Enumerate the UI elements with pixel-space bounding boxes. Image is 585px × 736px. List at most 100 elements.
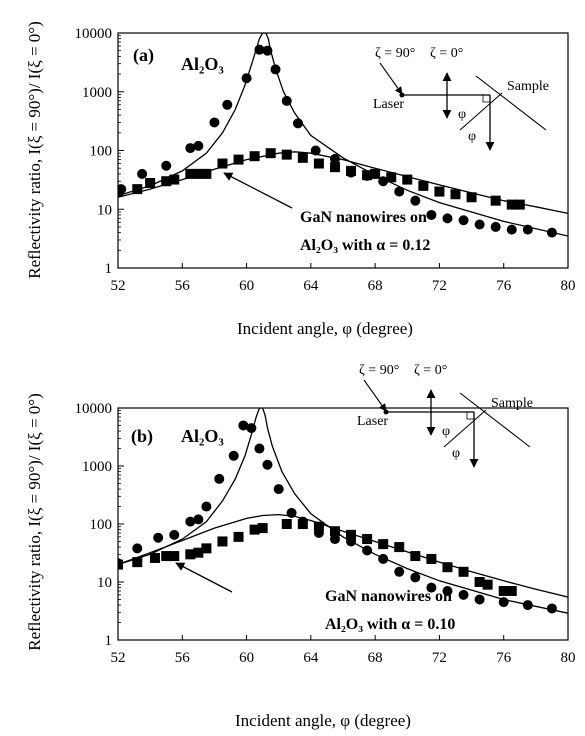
sample-label: Sample <box>491 396 533 411</box>
x-tick-label: 64 <box>303 278 319 294</box>
data-point-square <box>418 180 429 191</box>
data-point-square <box>466 192 477 203</box>
data-point-circle <box>201 501 212 512</box>
surface-normal <box>443 409 487 448</box>
y-tick-label: 1000 <box>82 85 112 101</box>
data-point-circle <box>546 603 557 614</box>
data-point-circle <box>293 118 303 129</box>
phi-label: φ <box>442 424 450 439</box>
fit-curve-2 <box>118 513 568 598</box>
panel-label: (b) <box>131 426 153 447</box>
data-point-square <box>132 184 143 195</box>
data-point-circle <box>193 514 204 525</box>
y-tick-label: 100 <box>90 144 113 160</box>
setup-schematic: ζ = 90° ζ = 0° Laser Sample φφ <box>373 46 549 151</box>
data-point-square <box>370 168 381 179</box>
data-point-square <box>193 168 204 179</box>
data-point-square <box>249 524 260 535</box>
data-point-circle <box>238 420 249 431</box>
data-point-square <box>249 151 260 162</box>
data-point-circle <box>281 95 292 106</box>
data-point-square <box>281 149 292 160</box>
data-point-circle <box>362 545 373 556</box>
data-point-square <box>297 152 308 163</box>
data-point-circle <box>273 484 284 495</box>
data-point-square <box>402 174 413 185</box>
data-point-square <box>482 579 493 590</box>
data-point-circle <box>329 153 340 164</box>
data-point-square <box>118 186 123 197</box>
data-point-square <box>201 543 212 554</box>
right-angle-marker <box>466 411 475 420</box>
data-point-square <box>257 523 268 534</box>
x-tick-label: 56 <box>175 278 191 294</box>
x-tick-label: 60 <box>239 278 254 294</box>
data-point-square <box>506 199 517 210</box>
data-point-circle <box>262 45 273 56</box>
nanowire-label-line1: GaN nanowires on <box>300 209 427 226</box>
data-point-square <box>149 552 160 563</box>
right-angle-marker <box>482 94 491 103</box>
y-tick-label: 1 <box>105 261 113 277</box>
data-point-circle <box>222 99 233 110</box>
xi-90-label: ζ = 90° <box>375 46 415 61</box>
data-point-circle <box>254 44 265 55</box>
x-tick-label: 60 <box>239 650 254 666</box>
data-point-circle <box>246 423 257 434</box>
data-point-circle <box>474 219 485 230</box>
y-tick-label: 10000 <box>75 401 113 417</box>
nanowire-pointer-arrow <box>223 172 293 209</box>
y-tick-label: 1 <box>105 633 113 649</box>
laser-label: Laser <box>373 97 404 112</box>
polarizer-90-arrow <box>379 62 403 95</box>
y-tick-label: 10 <box>97 202 112 218</box>
data-point-square <box>193 547 204 558</box>
x-tick-label: 72 <box>432 650 447 666</box>
x-tick-label: 52 <box>111 278 126 294</box>
x-tick-label: 68 <box>368 650 383 666</box>
data-point-square <box>442 562 453 573</box>
data-point-circle <box>506 224 517 235</box>
data-point-circle <box>214 473 225 484</box>
data-point-circle <box>546 227 557 238</box>
sample-surface <box>459 392 531 448</box>
data-point-square <box>297 519 308 529</box>
data-point-square <box>474 577 485 587</box>
data-point-square <box>169 174 180 185</box>
xi-0-label: ζ = 0° <box>414 363 447 378</box>
y-tick-label: 10000 <box>75 26 113 42</box>
y-tick-label: 1000 <box>82 459 112 475</box>
xi-90-label: ζ = 90° <box>359 363 399 378</box>
data-point-square <box>362 534 373 545</box>
data-point-square <box>217 158 228 169</box>
polarizer-90-arrow <box>363 379 387 412</box>
y-axis-title: Reflectivity ratio, I(ξ = 90°)/ I(ξ = 0°… <box>25 21 44 279</box>
data-point-square <box>434 186 445 197</box>
data-point-square <box>329 162 340 173</box>
laser-label: Laser <box>357 414 388 429</box>
data-point-circle <box>153 532 164 543</box>
data-point-square <box>161 551 172 562</box>
x-tick-label: 80 <box>561 278 576 294</box>
data-point-square <box>450 189 461 200</box>
phi-label-reflected: φ <box>452 446 460 461</box>
data-point-circle <box>426 209 437 220</box>
data-point-circle <box>522 600 533 611</box>
y-tick-label: 10 <box>97 575 112 591</box>
nanowire-label-line2: Al₂O₃ with α = 0.12 <box>300 237 430 254</box>
substrate-label: Al₂O₃ <box>181 54 224 74</box>
data-point-circle <box>193 140 204 151</box>
data-point-square <box>169 551 180 562</box>
data-point-square <box>233 531 244 542</box>
data-point-circle <box>394 186 405 197</box>
data-point-circle <box>286 507 297 518</box>
data-point-square <box>362 170 373 181</box>
data-point-square <box>313 521 324 532</box>
data-point-square <box>506 585 517 596</box>
setup-schematic: ζ = 90° ζ = 0° Laser Sample φφ <box>357 363 533 468</box>
data-point-circle <box>394 566 405 577</box>
data-point-circle <box>228 450 239 461</box>
data-point-square <box>498 585 509 596</box>
nanowire-label-line1: GaN nanowires on <box>325 588 452 605</box>
data-point-square <box>426 553 437 564</box>
